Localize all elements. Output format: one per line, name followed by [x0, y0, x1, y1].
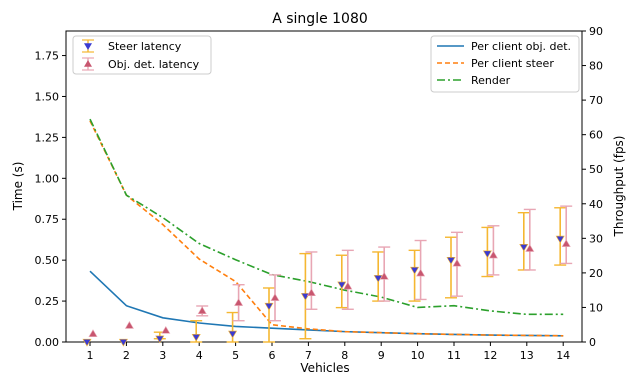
legend-label: Obj. det. latency [108, 58, 200, 71]
latency-marker [234, 298, 244, 306]
latency-marker [228, 330, 238, 339]
latency-marker [270, 293, 280, 301]
latency-marker [525, 244, 535, 252]
latency-marker [379, 271, 389, 280]
y-right-tick-label: 90 [589, 25, 603, 38]
y-axis-right-label: Throughput (fps) [612, 136, 626, 238]
legend-label: Steer latency [108, 40, 182, 53]
y-right-tick-label: 70 [589, 94, 603, 107]
latency-marker [337, 281, 347, 290]
throughput-line [89, 120, 564, 337]
x-tick-label: 9 [378, 349, 385, 362]
x-tick-label: 2 [123, 349, 130, 362]
latency-marker [191, 333, 201, 342]
legend-label: Per client obj. det. [471, 40, 571, 53]
y-left-tick-label: 0.50 [35, 254, 60, 267]
y-left-tick-label: 1.50 [35, 90, 60, 103]
latency-marker [416, 268, 426, 277]
latency-marker [197, 306, 207, 315]
y-right-tick-label: 80 [589, 60, 603, 73]
x-tick-label: 1 [87, 349, 94, 362]
legend-marker [84, 60, 92, 67]
y-left-tick-label: 1.75 [35, 50, 60, 63]
y-right-tick-label: 60 [589, 129, 603, 142]
y-right-tick-label: 0 [589, 336, 596, 349]
latency-marker [519, 243, 529, 252]
latency-marker [446, 257, 456, 265]
legend-throughput: Per client obj. det. Per client steer Rend… [430, 35, 580, 93]
x-tick-label: 10 [411, 349, 425, 362]
throughput-line [89, 118, 564, 316]
x-tick-label: 13 [520, 349, 534, 362]
x-tick-label: 11 [447, 349, 461, 362]
latency-marker [555, 235, 565, 244]
plot-area: 1 2 3 4 5 6 7 8 9 10 11 12 13 140.000.250.500.751.001… [35, 25, 604, 362]
chart-title: A single 1080 [272, 11, 368, 27]
x-tick-label: 12 [483, 349, 497, 362]
y-left-tick-label: 0.00 [35, 336, 60, 349]
x-tick-label: 7 [305, 349, 312, 362]
latency-marker [88, 329, 98, 337]
x-axis-label: Vehicles [300, 361, 349, 375]
legend-latency: Steer latency Obj. det. latency [72, 35, 212, 75]
latency-marker [264, 302, 274, 311]
latency-marker [343, 281, 353, 290]
y-left-tick-label: 0.25 [35, 295, 60, 308]
y-right-tick-label: 20 [589, 267, 603, 280]
y-right-tick-label: 10 [589, 301, 603, 314]
latency-marker [482, 250, 492, 259]
latency-marker [118, 338, 128, 347]
legend-box [72, 35, 212, 75]
y-right-tick-label: 50 [589, 163, 603, 176]
latency-marker [561, 239, 571, 247]
latency-marker [155, 335, 165, 344]
plot-frame [65, 30, 583, 343]
x-tick-label: 14 [556, 349, 570, 362]
latency-marker [410, 266, 420, 275]
y-right-tick-label: 30 [589, 232, 603, 245]
legend-box [430, 35, 580, 93]
y-right-tick-label: 40 [589, 198, 603, 211]
y-axis-left-label: Time (s) [11, 162, 25, 212]
x-tick-label: 8 [341, 349, 348, 362]
latency-marker [452, 258, 462, 267]
x-tick-label: 4 [196, 349, 203, 362]
x-tick-label: 3 [159, 349, 166, 362]
x-tick-label: 6 [269, 349, 276, 362]
latency-marker [488, 250, 498, 259]
y-left-tick-label: 1.00 [35, 172, 60, 185]
latency-marker [300, 293, 310, 301]
latency-marker [124, 321, 134, 329]
legend-label: Per client steer [471, 57, 554, 70]
latency-marker [161, 325, 171, 334]
latency-marker [306, 288, 316, 296]
throughput-line [89, 270, 564, 337]
y-left-tick-label: 1.25 [35, 131, 60, 144]
y-left-tick-label: 0.75 [35, 213, 60, 226]
x-tick-label: 5 [232, 349, 239, 362]
legend-label: Render [471, 74, 511, 87]
legend-marker [84, 43, 92, 50]
latency-marker [82, 338, 92, 347]
